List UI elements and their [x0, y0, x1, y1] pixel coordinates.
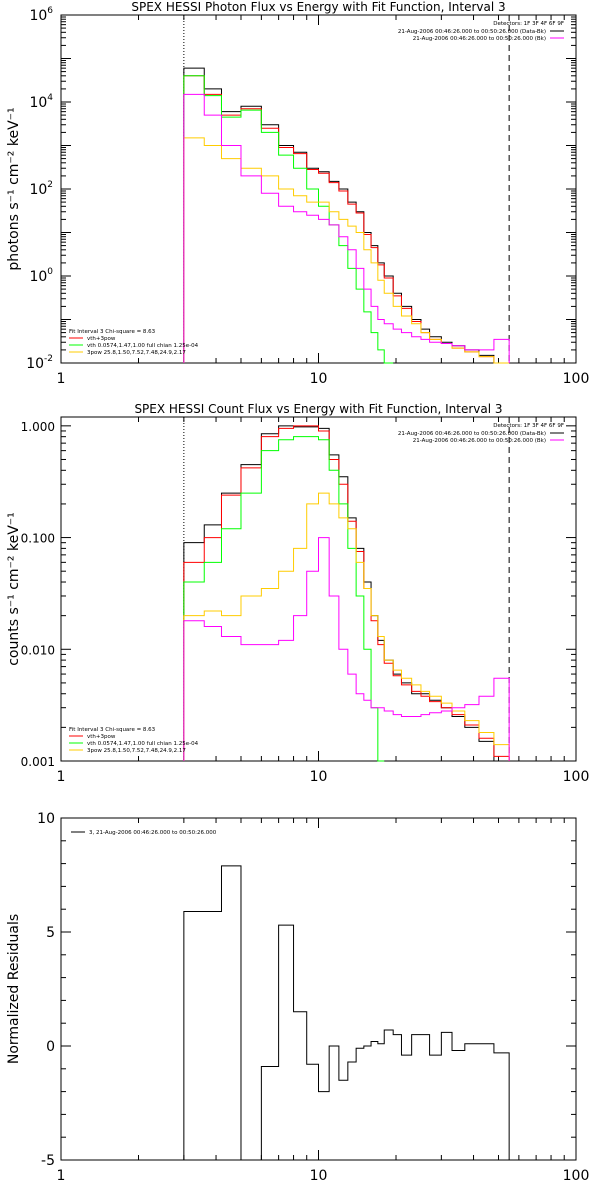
series-vth	[183, 75, 394, 364]
y-tick-base: 10	[29, 95, 47, 111]
x-tick-label: 1	[57, 1168, 66, 1184]
x-tick-label: 100	[563, 769, 590, 785]
y-tick-exponent: 2	[47, 180, 53, 190]
y-axis-label: Normalized Residuals	[6, 914, 22, 1064]
y-tick-base: 10	[29, 269, 47, 285]
legend-label: 3pow 25.8,1.50,7.52,7.48,24.9,2.17	[87, 350, 186, 356]
y-tick-label: 102	[29, 180, 53, 198]
legend-label: 21-Aug-2006 00:46:26.000 to 00:50:26.000…	[398, 431, 546, 437]
legend-fit-interval: Fit Interval 3 Chi-square = 8.63	[69, 727, 156, 733]
x-tick-label: 1	[57, 769, 66, 785]
x-tick-label: 10	[310, 769, 328, 785]
chart-title: SPEX HESSI Photon Flux vs Energy with Fi…	[131, 0, 505, 14]
chart-panel-2: SPEX HESSI Count Flux vs Energy with Fit…	[6, 402, 589, 785]
y-tick-label: 5	[46, 925, 55, 941]
y-tick-base: 10	[29, 8, 47, 24]
y-tick-label: 106	[29, 6, 53, 24]
legend-label: vth 0.0574,1.47,1.00 full chian 1.25e-04	[87, 741, 199, 747]
y-tick-base: 10	[26, 356, 44, 372]
y-tick-base: 10	[29, 182, 47, 198]
legend-detectors: Detectors: 1F 3F 4F 6F 9F	[493, 21, 564, 27]
y-tick-label: 100	[29, 267, 53, 285]
legend-detectors: Detectors: 1F 3F 4F 6F 9F	[493, 423, 564, 429]
plot-frame	[60, 416, 577, 762]
legend-label: 21-Aug-2006 00:46:26.000 to 00:50:26.000…	[413, 36, 546, 42]
chart-title: SPEX HESSI Count Flux vs Energy with Fit…	[134, 402, 502, 416]
x-tick-label: 100	[563, 371, 590, 387]
y-axis-label: photons s⁻¹ cm⁻² keV⁻¹	[6, 107, 22, 270]
y-tick-label: 0.010	[21, 643, 55, 657]
chart-panel-1: SPEX HESSI Photon Flux vs Energy with Fi…	[6, 0, 589, 387]
legend-label: vth 0.0574,1.47,1.00 full chian 1.25e-04	[87, 343, 199, 349]
y-tick-label: 104	[29, 93, 53, 111]
y-tick-label: 0	[46, 1039, 55, 1055]
series-bk	[183, 537, 510, 761]
legend-label: 3pow 25.8,1.50,7.52,7.48,24.9,2.17	[87, 748, 186, 754]
x-tick-label: 10	[310, 1168, 328, 1184]
y-tick-exponent: 4	[47, 93, 53, 103]
chart-panel-3: 1 10 100 -5 0 5 10 Normalized Residuals 3, 21-Au…	[6, 811, 589, 1184]
legend-label: 21-Aug-2006 00:46:26.000 to 00:50:26.000…	[413, 438, 546, 444]
series-bk	[183, 93, 510, 363]
legend-label: 3, 21-Aug-2006 00:46:26.000 to 00:50:26.…	[89, 830, 217, 836]
x-tick-label: 100	[563, 1168, 590, 1184]
series-3pow	[183, 137, 510, 364]
y-tick-label: 10	[37, 811, 55, 827]
series-vth	[183, 436, 385, 762]
y-tick-label: 10-2	[26, 354, 53, 372]
y-tick-label: -5	[41, 1153, 55, 1169]
y-tick-label: 0.100	[21, 532, 55, 546]
y-tick-label: 0.001	[21, 755, 55, 769]
y-tick-exponent: 6	[47, 6, 53, 16]
x-tick-label: 10	[310, 371, 328, 387]
legend-fit-interval: Fit Interval 3 Chi-square = 8.63	[69, 329, 156, 335]
x-tick-label: 1	[57, 371, 66, 387]
legend-label: vth+3pow	[87, 336, 116, 342]
y-axis-label: counts s⁻¹ cm⁻² keV⁻¹	[6, 512, 22, 666]
legend-label: vth+3pow	[87, 734, 116, 740]
y-tick-label: 1.000	[21, 420, 55, 434]
plot-frame	[60, 817, 577, 1161]
series-residuals	[183, 865, 510, 1161]
series-data-bk	[183, 67, 510, 364]
series-3pow	[183, 492, 510, 761]
legend-label: 21-Aug-2006 00:46:26.000 to 00:50:26.000…	[398, 29, 546, 35]
y-tick-exponent: 0	[47, 267, 53, 277]
y-tick-exponent: -2	[44, 354, 53, 364]
